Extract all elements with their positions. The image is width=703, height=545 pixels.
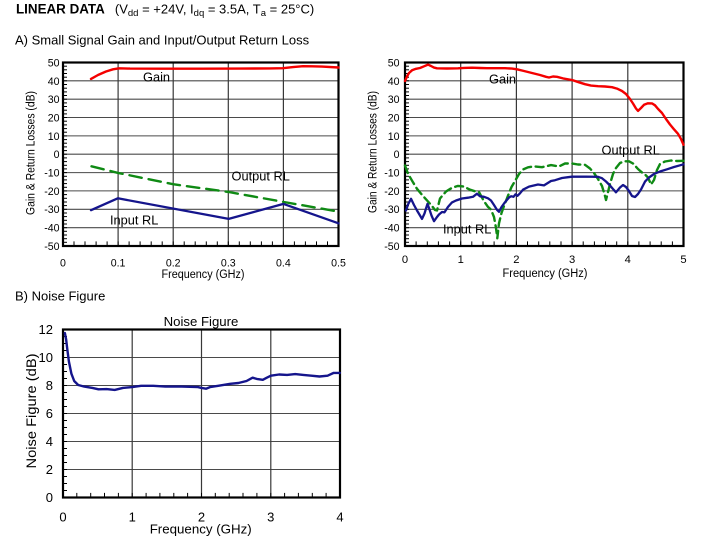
svg-text:B) Noise Figure: B) Noise Figure (15, 289, 105, 304)
svg-text:4: 4 (336, 510, 343, 525)
svg-text:50: 50 (388, 57, 400, 69)
svg-text:8: 8 (46, 378, 53, 393)
svg-text:-40: -40 (44, 223, 59, 235)
svg-text:40: 40 (388, 76, 400, 88)
svg-text:0.3: 0.3 (221, 258, 236, 270)
svg-text:10: 10 (48, 131, 60, 143)
svg-text:6: 6 (46, 406, 53, 421)
svg-text:Output RL: Output RL (232, 169, 290, 184)
svg-text:0: 0 (59, 510, 66, 525)
svg-text:3: 3 (267, 510, 274, 525)
svg-text:-10: -10 (384, 168, 399, 180)
svg-text:Gain: Gain (143, 70, 170, 85)
svg-text:10: 10 (39, 350, 53, 365)
svg-text:2: 2 (46, 462, 53, 477)
svg-text:2: 2 (513, 254, 519, 266)
svg-text:20: 20 (48, 113, 60, 125)
svg-text:3: 3 (569, 254, 575, 266)
svg-text:20: 20 (388, 113, 400, 125)
svg-text:12: 12 (39, 322, 53, 337)
svg-text:Gain: Gain (489, 72, 516, 87)
svg-text:-30: -30 (44, 204, 59, 216)
svg-text:2: 2 (198, 510, 205, 525)
svg-text:0: 0 (46, 490, 53, 505)
svg-text:Frequency (GHz): Frequency (GHz) (162, 267, 245, 281)
svg-text:4: 4 (625, 254, 631, 266)
svg-text:Noise Figure: Noise Figure (164, 314, 239, 329)
svg-text:Input RL: Input RL (443, 222, 491, 237)
svg-text:Noise Figure (dB): Noise Figure (dB) (24, 354, 39, 469)
svg-text:10: 10 (388, 131, 400, 143)
svg-text:30: 30 (388, 94, 400, 106)
svg-text:-40: -40 (384, 223, 399, 235)
svg-text:0.5: 0.5 (331, 258, 346, 270)
svg-text:0: 0 (54, 149, 60, 161)
svg-text:Output RL: Output RL (602, 143, 660, 158)
svg-text:0.1: 0.1 (111, 258, 126, 270)
svg-text:0.2: 0.2 (166, 258, 181, 270)
svg-text:-50: -50 (384, 241, 399, 253)
svg-text:Frequency (GHz): Frequency (GHz) (150, 521, 252, 536)
svg-text:-50: -50 (44, 241, 59, 253)
svg-text:0: 0 (394, 149, 400, 161)
svg-text:-20: -20 (384, 186, 399, 198)
svg-text:1: 1 (129, 510, 136, 525)
svg-text:5: 5 (680, 254, 686, 266)
svg-text:Frequency (GHz): Frequency (GHz) (503, 266, 588, 280)
svg-text:A) Small Signal Gain and Input: A) Small Signal Gain and Input/Output Re… (15, 32, 310, 47)
svg-text:40: 40 (48, 76, 60, 88)
svg-text:0: 0 (402, 254, 408, 266)
svg-text:50: 50 (48, 57, 60, 69)
svg-text:Gain & Return Losses (dB): Gain & Return Losses (dB) (366, 91, 380, 213)
svg-text:4: 4 (46, 434, 53, 449)
svg-text:30: 30 (48, 94, 60, 106)
svg-text:LINEAR DATA (Vdd = +24V, Idq: LINEAR DATA (Vdd = +24V, Idq = 3.5A, Ta … (16, 1, 314, 19)
svg-text:0.4: 0.4 (276, 258, 291, 270)
svg-text:1: 1 (458, 254, 464, 266)
svg-text:Gain & Return Losses (dB): Gain & Return Losses (dB) (24, 91, 38, 215)
svg-text:0: 0 (60, 258, 66, 270)
svg-text:-30: -30 (384, 204, 399, 216)
svg-text:-20: -20 (44, 186, 59, 198)
svg-text:-10: -10 (44, 168, 59, 180)
svg-text:Input RL: Input RL (110, 213, 158, 228)
